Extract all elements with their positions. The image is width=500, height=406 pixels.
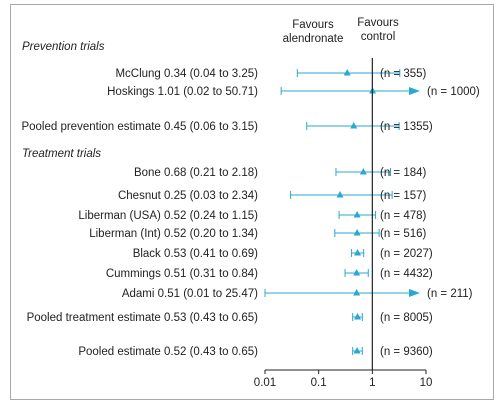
point-estimate xyxy=(354,249,362,256)
header-favours-alendronate: Favours xyxy=(292,19,334,31)
sample-size-label: (n = 9360) xyxy=(380,346,433,358)
sample-size-label: (n = 478) xyxy=(380,210,427,222)
point-estimate xyxy=(353,269,361,276)
point-estimate xyxy=(359,168,367,175)
forest-row: Chesnut 0.25 (0.03 to 2.34) (n = 157) xyxy=(118,190,427,202)
point-estimate xyxy=(343,69,351,76)
x-tick-label: 1 xyxy=(369,377,375,389)
forest-row: Pooled treatment estimate 0.53 (0.43 to … xyxy=(27,312,433,324)
sample-size-label: (n = 8005) xyxy=(380,312,433,324)
forest-row: Hoskings 1.01 (0.02 to 50.71) (n = 1000) xyxy=(107,86,480,98)
header-favours-alendronate: alendronate xyxy=(283,33,344,45)
ci-arrow xyxy=(409,289,420,297)
section-title: Treatment trials xyxy=(22,148,101,160)
ci-arrow xyxy=(409,87,420,95)
sample-size-label: (n = 516) xyxy=(380,228,427,240)
sample-size-label: (n = 157) xyxy=(380,190,427,202)
study-label: Adami 0.51 (0.01 to 25.47) xyxy=(122,288,258,300)
study-label: Liberman (USA) 0.52 (0.24 to 1.15) xyxy=(78,210,258,222)
forest-row: Black 0.53 (0.41 to 0.69) (n = 2027) xyxy=(133,248,433,260)
study-label: Chesnut 0.25 (0.03 to 2.34) xyxy=(118,190,258,202)
forest-row: McClung 0.34 (0.04 to 3.25) (n = 355) xyxy=(115,68,426,80)
forest-row: Adami 0.51 (0.01 to 25.47) (n = 211) xyxy=(122,288,473,300)
point-estimate xyxy=(353,211,361,218)
study-label: Pooled treatment estimate 0.53 (0.43 to … xyxy=(27,312,259,324)
sample-size-label: (n = 211) xyxy=(427,288,473,300)
forest-row: Bone 0.68 (0.21 to 2.18) (n = 184) xyxy=(134,167,427,179)
forest-row: Liberman (USA) 0.52 (0.24 to 1.15) (n = 4… xyxy=(78,210,426,222)
forest-row: Liberman (Int) 0.52 (0.20 to 1.34) (n = 5… xyxy=(89,228,426,240)
sample-size-label: (n = 1355) xyxy=(380,121,433,133)
study-label: McClung 0.34 (0.04 to 3.25) xyxy=(115,68,258,80)
header-favours-control: control xyxy=(361,31,396,43)
study-label: Black 0.53 (0.41 to 0.69) xyxy=(133,248,258,260)
point-estimate xyxy=(353,289,361,296)
sample-size-label: (n = 184) xyxy=(380,167,427,179)
study-label: Hoskings 1.01 (0.02 to 50.71) xyxy=(107,86,258,98)
forest-row: Pooled prevention estimate 0.45 (0.06 to… xyxy=(21,121,432,133)
x-tick-label: 0.01 xyxy=(254,377,276,389)
sample-size-label: (n = 2027) xyxy=(380,248,433,260)
point-estimate xyxy=(353,347,361,354)
x-tick-label: 0.1 xyxy=(311,377,327,389)
section-title: Prevention trials xyxy=(22,41,105,53)
forest-row: Pooled estimate 0.52 (0.43 to 0.65) (n = … xyxy=(78,346,433,358)
sample-size-label: (n = 4432) xyxy=(380,268,433,280)
figure-frame xyxy=(10,4,494,400)
header-favours-control: Favours xyxy=(357,17,399,29)
study-label: Liberman (Int) 0.52 (0.20 to 1.34) xyxy=(89,228,258,240)
study-label: Cummings 0.51 (0.31 to 0.84) xyxy=(106,268,258,280)
study-label: Bone 0.68 (0.21 to 2.18) xyxy=(134,167,258,179)
point-estimate xyxy=(354,313,362,320)
study-label: Pooled estimate 0.52 (0.43 to 0.65) xyxy=(78,346,258,358)
sample-size-label: (n = 1000) xyxy=(427,86,480,98)
point-estimate xyxy=(336,191,344,198)
point-estimate xyxy=(350,122,358,129)
study-label: Pooled prevention estimate 0.45 (0.06 to… xyxy=(21,121,258,133)
forest-row: Cummings 0.51 (0.31 to 0.84) (n = 4432) xyxy=(106,268,433,280)
sample-size-label: (n = 355) xyxy=(380,68,427,80)
point-estimate xyxy=(353,229,361,236)
x-tick-label: 10 xyxy=(420,377,433,389)
